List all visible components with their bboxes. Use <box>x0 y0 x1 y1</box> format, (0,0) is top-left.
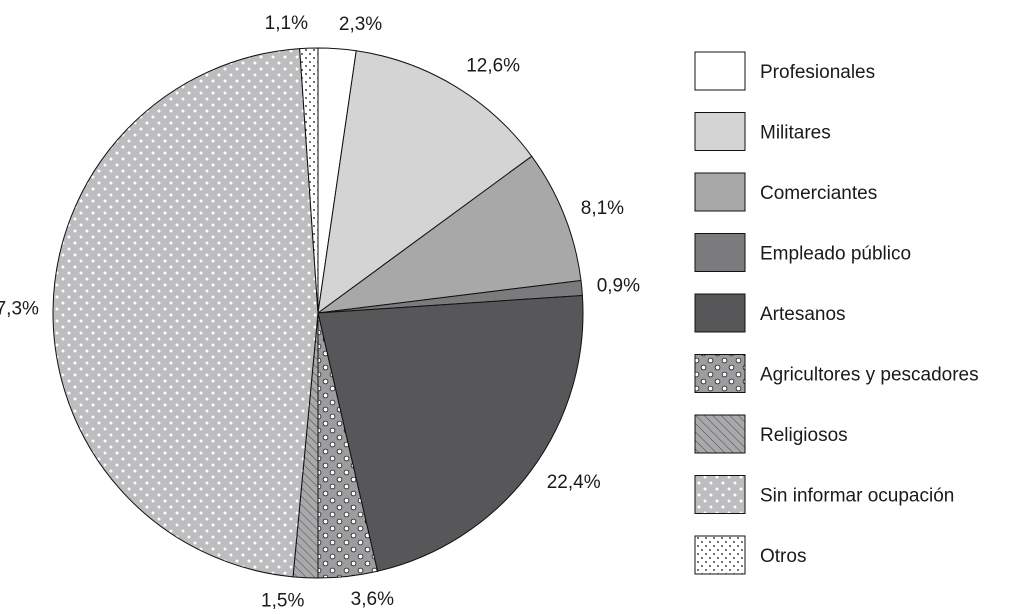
data-label: 12,6% <box>466 56 520 77</box>
legend-label: Comerciantes <box>760 183 877 204</box>
legend-swatch <box>694 475 746 514</box>
pie-slice <box>316 155 582 314</box>
legend-swatch <box>694 172 746 212</box>
legend-swatch <box>694 233 746 272</box>
data-label: 22,4% <box>547 472 601 493</box>
data-label: 1,1% <box>265 13 308 34</box>
legend-label: Religiosos <box>760 425 848 446</box>
pie-slice <box>52 48 319 578</box>
legend-swatch <box>694 354 746 393</box>
pie-slice <box>299 47 319 314</box>
data-label: 0,9% <box>597 276 640 297</box>
pie-slice <box>317 50 533 315</box>
legend-label: Empleado público <box>760 244 911 265</box>
legend-swatch <box>694 414 746 454</box>
legend-swatch <box>694 112 746 151</box>
legend-swatch <box>694 293 746 333</box>
data-label: 2,3% <box>339 14 382 35</box>
legend-label: Profesionales <box>760 62 875 83</box>
data-label: 8,1% <box>581 198 624 219</box>
legend-swatch <box>694 51 746 91</box>
data-label: 1,5% <box>261 591 304 612</box>
legend-label: Otros <box>760 546 806 567</box>
legend-label: Militares <box>760 123 831 144</box>
legend-swatch <box>694 535 746 575</box>
pie-slice <box>317 294 584 572</box>
data-label: 3,6% <box>351 589 394 610</box>
data-label: 47,3% <box>0 299 39 320</box>
legend-label: Agricultores y pescadores <box>760 365 979 386</box>
legend-label: Sin informar ocupación <box>760 486 954 507</box>
legend-label: Artesanos <box>760 304 846 325</box>
